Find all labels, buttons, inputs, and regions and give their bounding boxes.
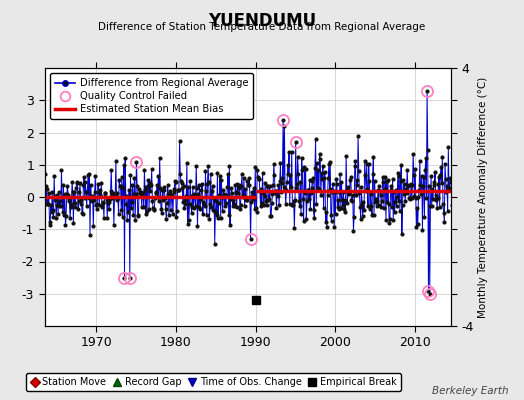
Legend: Difference from Regional Average, Quality Control Failed, Estimated Station Mean: Difference from Regional Average, Qualit… — [50, 73, 253, 119]
Y-axis label: Monthly Temperature Anomaly Difference (°C): Monthly Temperature Anomaly Difference (… — [477, 76, 488, 318]
Text: YUENDUMU: YUENDUMU — [208, 12, 316, 30]
Text: Difference of Station Temperature Data from Regional Average: Difference of Station Temperature Data f… — [99, 22, 425, 32]
Text: Berkeley Earth: Berkeley Earth — [432, 386, 508, 396]
Legend: Station Move, Record Gap, Time of Obs. Change, Empirical Break: Station Move, Record Gap, Time of Obs. C… — [26, 373, 401, 391]
